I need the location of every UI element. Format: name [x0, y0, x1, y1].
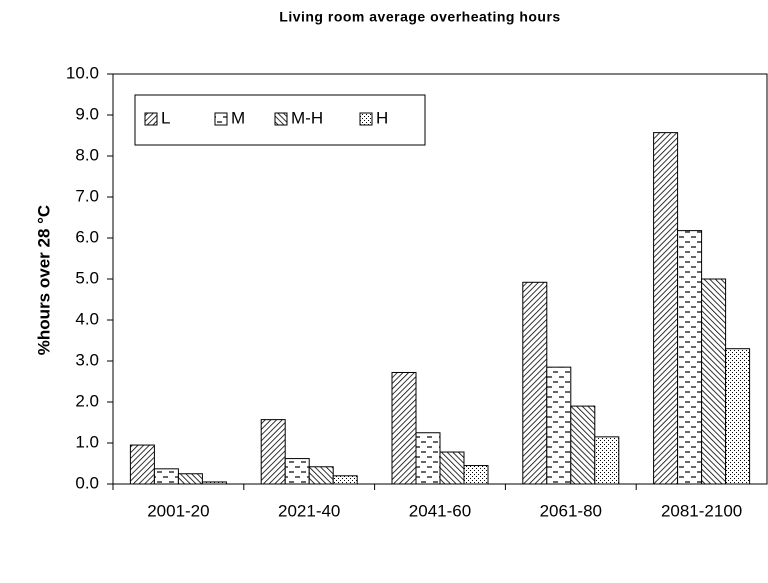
legend-label: M-H: [291, 108, 323, 127]
bar: [677, 230, 703, 485]
bar: [653, 132, 679, 485]
y-tick-label: 9.0: [75, 104, 99, 123]
legend-label: H: [376, 108, 388, 127]
y-axis-label: %hours over 28 °C: [34, 205, 53, 355]
plot-frame: [112, 73, 768, 485]
y-tick-label: 10.0: [66, 63, 99, 82]
x-tick-label: 2081-2100: [661, 501, 742, 520]
legend-swatch: [214, 112, 228, 126]
legend-swatch: [274, 112, 288, 126]
bar: [284, 458, 310, 485]
y-tick-label: 1.0: [75, 432, 99, 451]
bar: [391, 371, 417, 485]
y-tick-label: 8.0: [75, 145, 99, 164]
bar: [546, 366, 572, 485]
y-tick-label: 4.0: [75, 309, 99, 328]
bar: [701, 278, 727, 485]
bar: [570, 405, 596, 485]
bar: [725, 348, 751, 485]
bar: [415, 432, 441, 485]
y-tick-label: 2.0: [75, 391, 99, 410]
x-tick-label: 2041-60: [409, 501, 471, 520]
x-tick-label: 2001-20: [147, 501, 209, 520]
bar: [594, 436, 620, 485]
y-tick-label: 6.0: [75, 227, 99, 246]
bar: [463, 465, 489, 485]
bar: [332, 475, 358, 485]
legend-label: M: [231, 108, 245, 127]
x-tick-label: 2061-80: [540, 501, 602, 520]
chart-title: Living room average overheating hours: [279, 9, 560, 25]
bar: [177, 473, 203, 485]
bar: [308, 466, 334, 485]
y-tick-label: 3.0: [75, 350, 99, 369]
bar: [260, 419, 286, 485]
legend-swatch: [144, 112, 158, 126]
legend-swatch: [359, 112, 373, 126]
bar: [153, 468, 179, 485]
bar: [439, 451, 465, 485]
bar: [129, 444, 155, 485]
y-tick-label: 5.0: [75, 268, 99, 287]
y-tick-label: 7.0: [75, 186, 99, 205]
y-tick-label: 0.0: [75, 473, 99, 492]
x-tick-label: 2021-40: [278, 501, 340, 520]
bar: [522, 281, 548, 485]
legend-label: L: [161, 108, 170, 127]
